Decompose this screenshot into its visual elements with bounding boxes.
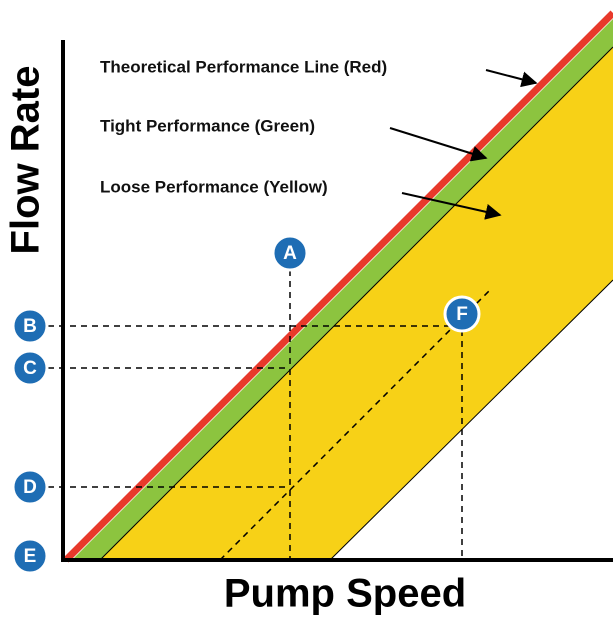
marker-label: C xyxy=(23,358,37,379)
marker-circle xyxy=(11,537,49,575)
marker-label: F xyxy=(456,304,468,325)
marker-circle xyxy=(11,468,49,506)
arrow xyxy=(389,127,488,162)
y-axis-label: Flow Rate xyxy=(4,66,48,255)
theoretical-line xyxy=(63,10,613,563)
band-edge xyxy=(99,46,613,561)
x-axis-label: Pump Speed xyxy=(224,572,466,616)
annotation: Theoretical Performance Line (Red) xyxy=(100,57,387,76)
marker-circle xyxy=(443,295,481,333)
marker-label: E xyxy=(24,546,37,567)
arrow xyxy=(401,192,502,220)
annotation: Loose Performance (Yellow) xyxy=(100,177,328,196)
guide-diagonal xyxy=(219,289,491,561)
arrow xyxy=(485,69,538,88)
marker-label: B xyxy=(23,316,37,337)
marker-circle xyxy=(11,307,49,345)
marker-label: D xyxy=(23,477,37,498)
annotation: Tight Performance (Green) xyxy=(100,116,315,135)
loose-edge xyxy=(329,279,613,561)
marker-circle xyxy=(11,349,49,387)
marker-circle xyxy=(271,234,309,272)
marker-label: A xyxy=(283,243,297,264)
markers: A BC D E F xyxy=(11,234,481,575)
